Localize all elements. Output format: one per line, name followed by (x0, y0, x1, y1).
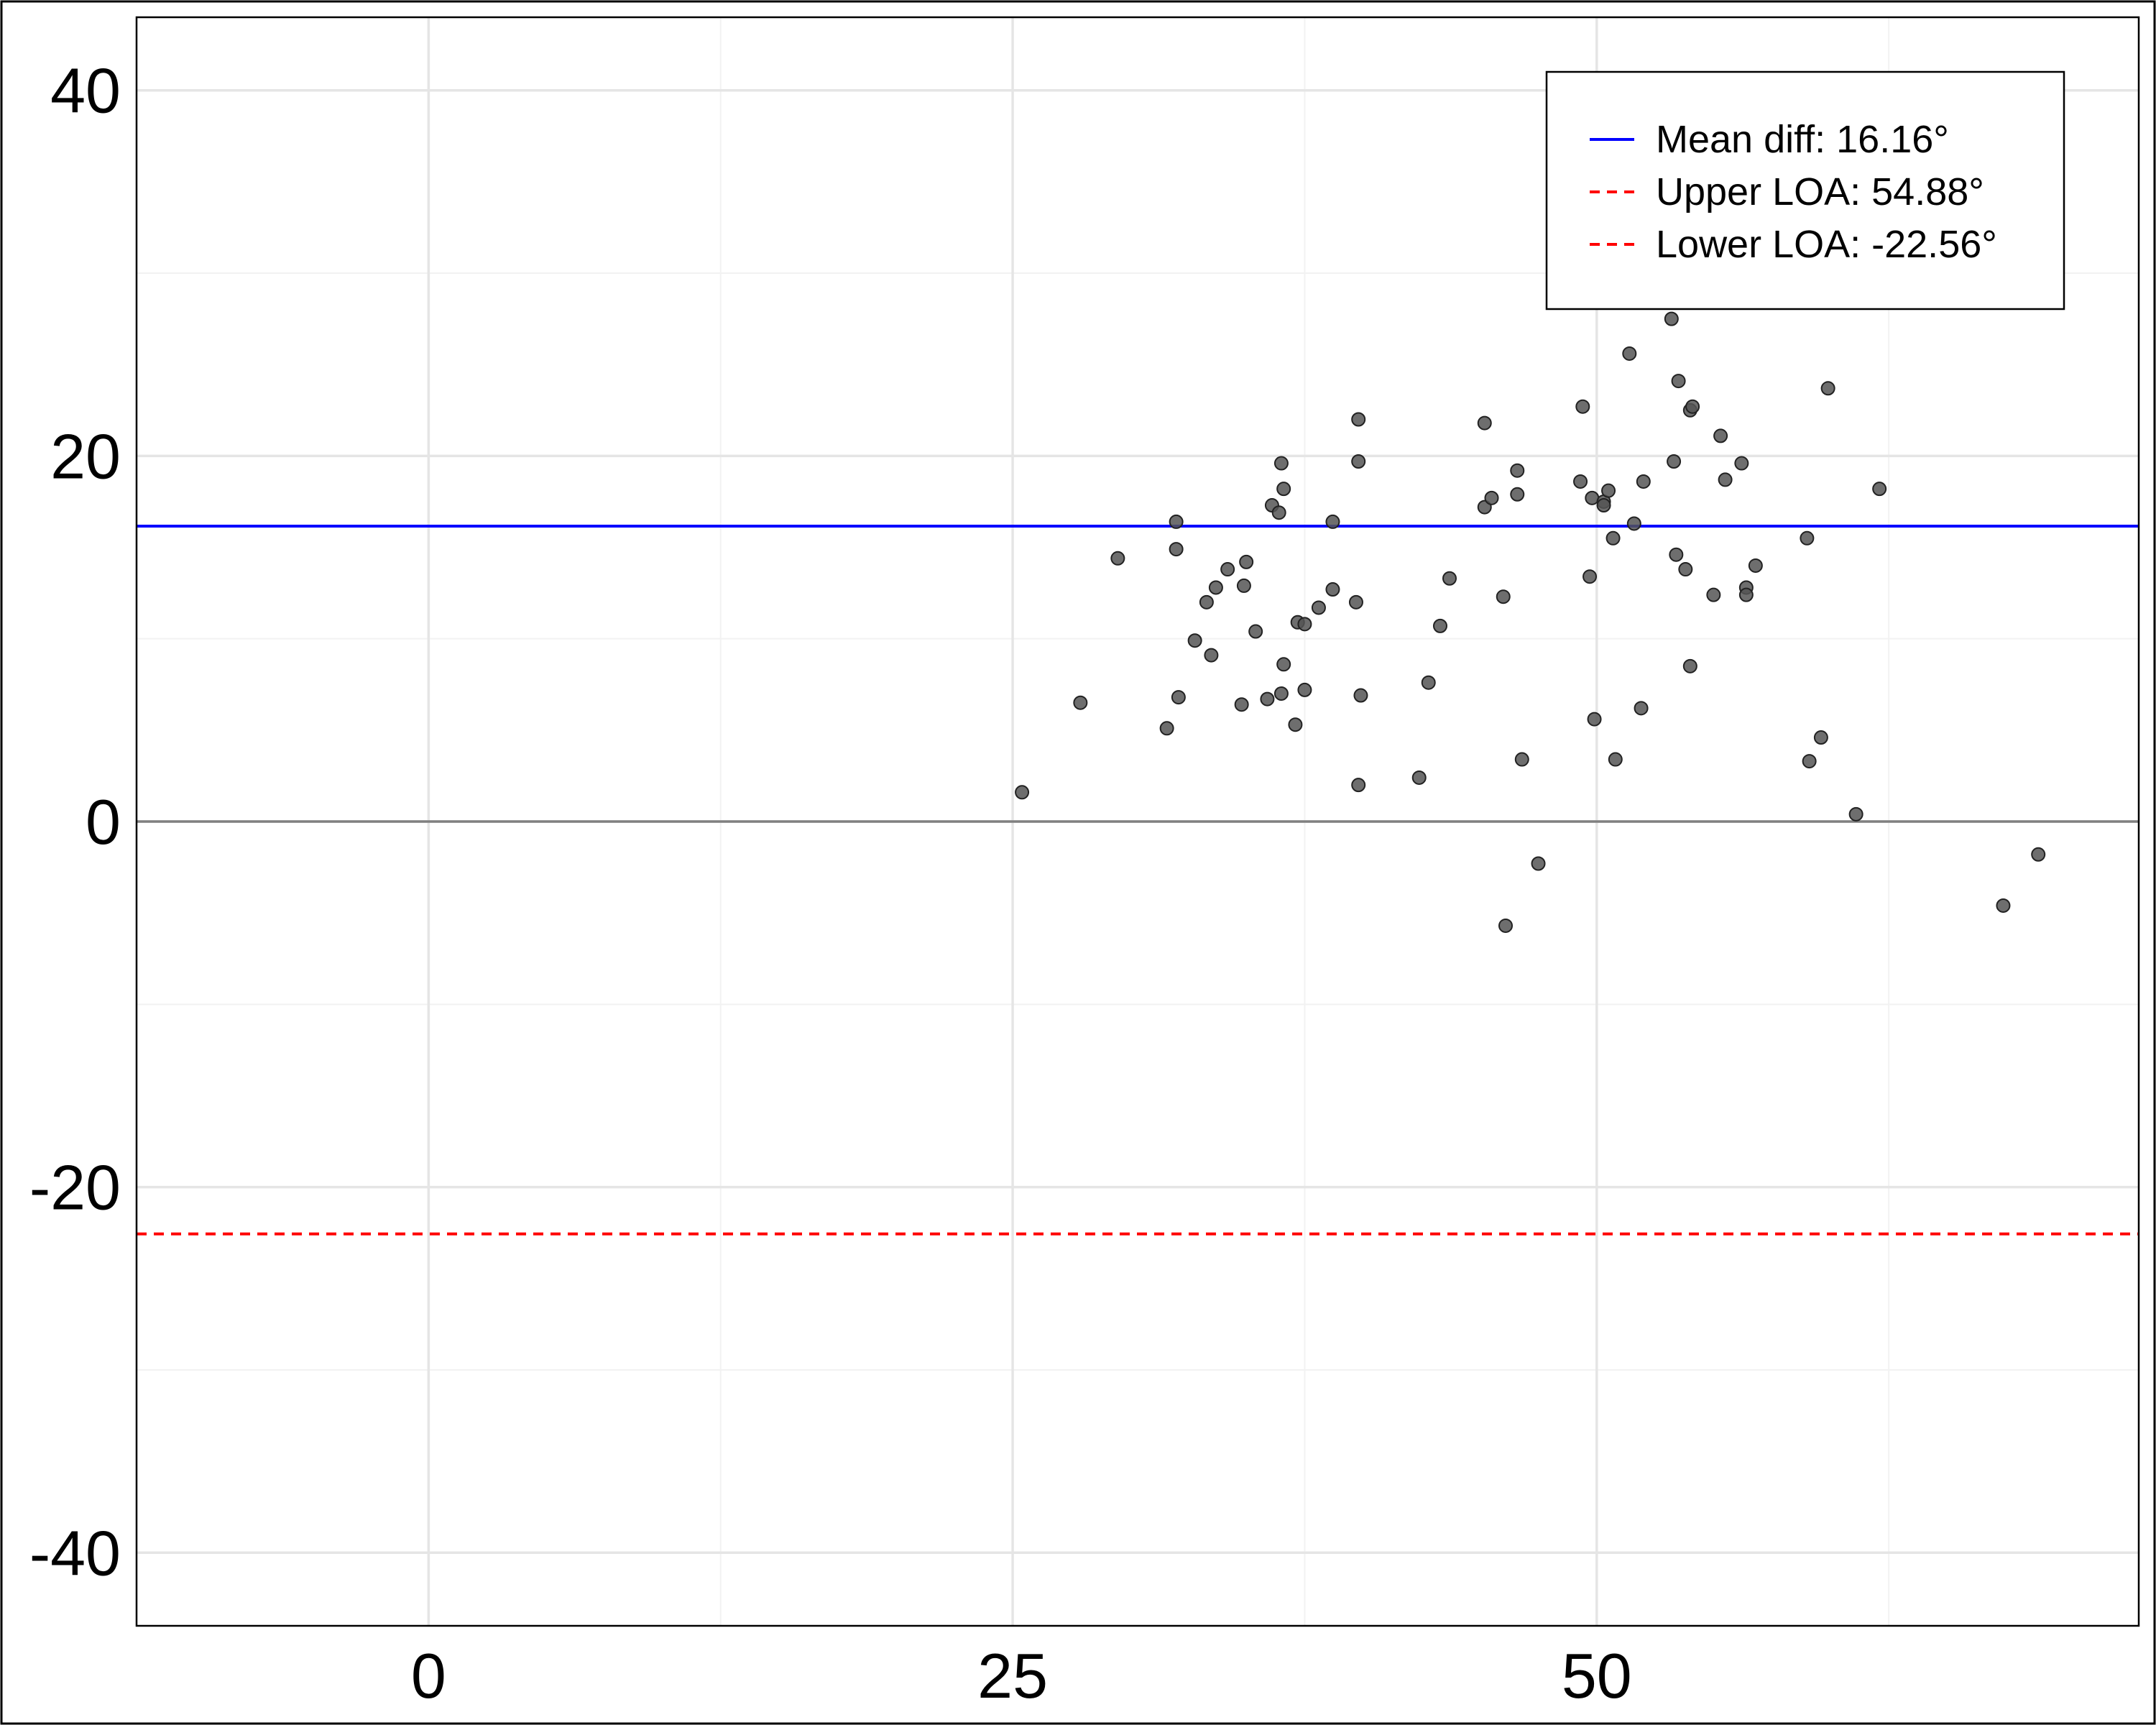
data-point (1411, 770, 1427, 785)
data-point (1585, 490, 1600, 505)
x-tick-label: 25 (977, 1640, 1048, 1711)
data-point (1351, 412, 1366, 427)
data-points (1015, 311, 2046, 933)
data-point (1204, 648, 1219, 663)
legend-mean-label: Mean diff: 16.16° (1656, 118, 1949, 161)
data-point (1734, 456, 1749, 471)
data-point (1073, 695, 1088, 710)
data-point (1685, 399, 1700, 414)
data-point (1872, 482, 1887, 497)
data-point (1802, 754, 1817, 769)
data-point (1587, 712, 1602, 727)
data-point (1477, 415, 1492, 431)
data-point (1484, 490, 1499, 505)
data-point (1718, 472, 1733, 487)
data-point (1634, 701, 1649, 716)
data-point (1169, 542, 1184, 557)
data-point (1348, 594, 1363, 610)
data-point (1297, 682, 1312, 697)
x-tick-label: 50 (1562, 1640, 1632, 1711)
legend: Mean diff: 16.16° Upper LOA: 54.88° Lowe… (1545, 70, 2065, 310)
y-tick-label: -20 (29, 1152, 121, 1223)
data-point (1260, 691, 1275, 707)
y-tick-label: -40 (29, 1517, 121, 1588)
data-point (1248, 624, 1263, 639)
data-point (1271, 505, 1286, 520)
data-point (1813, 730, 1828, 745)
data-point (1273, 456, 1289, 471)
x-tick-label: 0 (411, 1640, 446, 1711)
reference-lines (137, 525, 2139, 1236)
data-point (1510, 463, 1525, 478)
data-point (1514, 752, 1529, 767)
data-point (1496, 589, 1511, 604)
data-point (1353, 688, 1368, 703)
data-point (1432, 618, 1447, 633)
data-point (1276, 482, 1291, 497)
data-point (1171, 690, 1186, 705)
data-point (1015, 785, 1030, 800)
data-point (1748, 558, 1763, 573)
y-tick-label: 20 (50, 420, 121, 492)
data-point (1608, 752, 1623, 767)
data-point (1208, 580, 1223, 595)
data-point (1664, 311, 1679, 326)
data-point (1276, 657, 1291, 672)
data-point (1169, 514, 1184, 529)
data-point (1325, 514, 1340, 529)
data-point (1498, 918, 1514, 933)
data-point (1606, 530, 1621, 546)
data-point (1220, 562, 1235, 577)
data-point (1678, 562, 1693, 577)
y-tick-label: 40 (50, 55, 121, 126)
data-point (1325, 582, 1340, 597)
data-point (1800, 530, 1815, 546)
data-point (1297, 617, 1312, 632)
data-point (1636, 474, 1651, 489)
data-point (1682, 658, 1697, 673)
data-point (2031, 847, 2046, 862)
data-point (1622, 346, 1637, 361)
data-point (1996, 898, 2011, 913)
data-point (1159, 721, 1174, 736)
data-point (1713, 428, 1728, 443)
data-point (1848, 806, 1864, 822)
data-point (1667, 454, 1682, 469)
data-point (1583, 569, 1598, 584)
plot-panel-border (135, 16, 2140, 1627)
data-point (1110, 551, 1125, 566)
data-point (1311, 600, 1326, 615)
data-point (1288, 717, 1303, 732)
data-point (1738, 587, 1754, 602)
data-point (1236, 578, 1251, 593)
data-point (1820, 381, 1835, 396)
data-point (1669, 547, 1684, 562)
legend-upper-loa-label: Upper LOA: 54.88° (1656, 170, 1984, 213)
data-point (1596, 498, 1611, 513)
data-point (1199, 594, 1214, 610)
data-point (1187, 633, 1202, 648)
data-point (1510, 487, 1525, 502)
data-point (1351, 454, 1366, 469)
data-point (1442, 571, 1457, 586)
data-point (1239, 554, 1254, 569)
axis-tick-labels: 0 25 50 -40 -20 0 20 40 (29, 55, 1632, 1711)
data-point (1671, 374, 1686, 389)
data-point (1351, 778, 1366, 793)
data-point (1575, 399, 1590, 414)
data-point (1531, 856, 1546, 871)
data-point (1601, 483, 1616, 498)
data-point (1273, 686, 1289, 701)
data-point (1706, 587, 1721, 602)
y-tick-label: 0 (86, 786, 121, 857)
data-point (1421, 675, 1436, 690)
data-point (1234, 697, 1249, 712)
data-point (1626, 516, 1641, 531)
legend-lower-loa-label: Lower LOA: -22.56° (1656, 223, 1997, 266)
data-point (1573, 474, 1588, 489)
